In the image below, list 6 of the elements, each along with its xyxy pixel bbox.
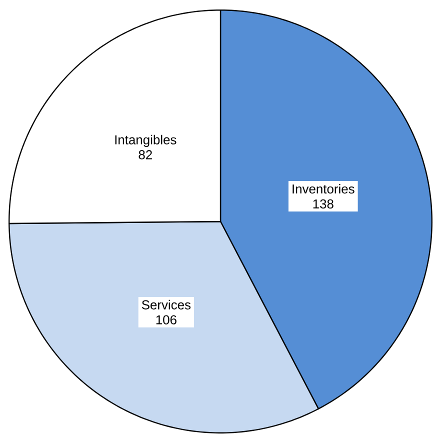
slice-label: Inventories (292, 184, 354, 194)
slice-label: Intangibles (115, 134, 176, 147)
data-label: 138 (313, 199, 334, 209)
data-label: 82 (138, 150, 152, 160)
data-label: 106 (156, 315, 176, 324)
slice-label: Services (142, 300, 191, 310)
